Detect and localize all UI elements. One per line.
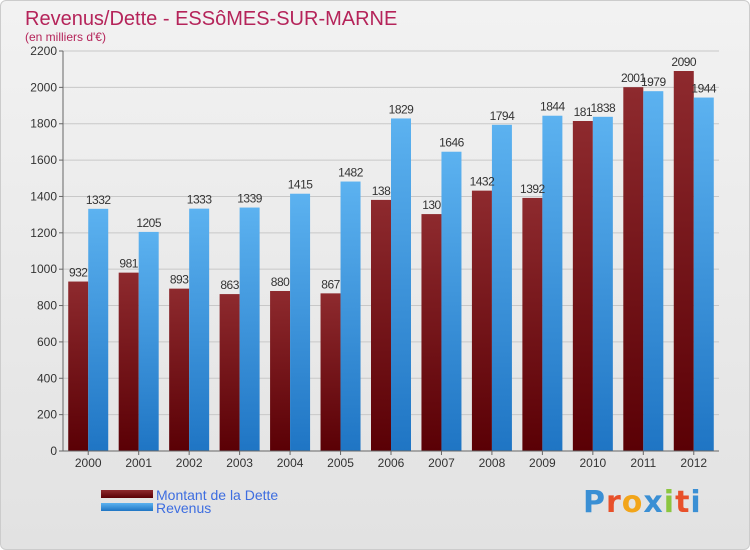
brand-letter: o xyxy=(621,485,644,520)
x-tick-label: 2003 xyxy=(226,456,253,470)
revenue-value-label: 1829 xyxy=(389,102,415,116)
debt-value-label: 981 xyxy=(119,257,138,271)
debt-value-label: 863 xyxy=(220,278,239,292)
x-tick-label: 2010 xyxy=(579,456,606,470)
x-tick-label: 2004 xyxy=(277,456,304,470)
revenue-value-label: 1979 xyxy=(641,75,667,89)
x-tick-label: 2011 xyxy=(630,456,656,470)
brand-letter: P xyxy=(583,485,606,520)
revenue-bar xyxy=(491,124,512,452)
legend-swatch xyxy=(101,490,153,498)
axes xyxy=(62,51,719,452)
chart-subtitle: (en milliers d'€) xyxy=(25,30,106,44)
chart-title: Revenus/Dette - ESSôMES-SUR-MARNE xyxy=(25,8,397,30)
y-tick-label: 800 xyxy=(37,299,57,313)
debt-value-label: 932 xyxy=(69,266,88,280)
revenue-bar xyxy=(88,208,109,451)
revenue-bar xyxy=(290,193,311,451)
debt-bar xyxy=(623,87,644,451)
y-tick-label: 1000 xyxy=(30,262,57,276)
legend-swatch xyxy=(101,503,153,511)
y-tick-label: 2000 xyxy=(30,80,57,94)
debt-bar xyxy=(169,288,190,451)
brand-letter: t xyxy=(675,485,691,520)
debt-value-label: 181 xyxy=(574,105,593,119)
revenue-bar xyxy=(189,208,210,451)
revenue-value-label: 1646 xyxy=(439,136,465,150)
x-tick-label: 2005 xyxy=(327,456,354,470)
y-tick-label: 1200 xyxy=(30,226,57,240)
revenue-bar xyxy=(592,116,613,452)
x-tick-label: 2000 xyxy=(75,456,102,470)
revenue-bar xyxy=(340,181,361,451)
revenue-value-label: 1339 xyxy=(237,192,263,206)
revenue-value-label: 1415 xyxy=(288,178,314,192)
x-tick-label: 2001 xyxy=(125,456,152,470)
legend-label: Montant de la Dette xyxy=(156,487,278,503)
revenue-value-label: 1482 xyxy=(338,166,364,180)
debt-value-label: 138 xyxy=(372,184,391,198)
revenue-bar xyxy=(693,97,714,451)
x-tick-label: 2006 xyxy=(378,456,405,470)
debt-value-label: 893 xyxy=(170,273,189,287)
y-tick-label: 1600 xyxy=(30,153,57,167)
revenue-bar xyxy=(441,151,462,451)
x-tick-label: 2007 xyxy=(428,456,455,470)
y-tick-label: 2200 xyxy=(30,44,57,58)
debt-bar xyxy=(421,214,442,451)
debt-bar xyxy=(471,190,492,452)
debt-bar xyxy=(673,71,694,451)
proxiti-logo: Proxiti xyxy=(583,485,702,520)
debt-bar xyxy=(68,281,89,451)
revenue-value-label: 1205 xyxy=(136,216,162,230)
data-labels: 932 1332 981 1205 893 1333 863 1339 880 1415 867 14… xyxy=(69,55,717,292)
revenue-bar xyxy=(643,91,664,451)
revenue-bar xyxy=(239,207,260,451)
x-tick-label: 2012 xyxy=(680,456,707,470)
brand-letter: i xyxy=(663,485,676,520)
revenue-value-label: 1838 xyxy=(590,101,616,115)
y-tick-label: 0 xyxy=(50,444,57,458)
legend-label: Revenus xyxy=(156,500,211,516)
debt-bar xyxy=(118,272,139,451)
debt-bar xyxy=(270,291,291,451)
debt-value-label: 2090 xyxy=(671,55,697,69)
debt-value-label: 880 xyxy=(271,275,290,289)
revenue-value-label: 1332 xyxy=(86,193,112,207)
revenue-value-label: 1794 xyxy=(490,109,516,123)
debt-bar xyxy=(371,199,391,451)
y-tick-label: 1400 xyxy=(30,189,57,203)
x-axis-ticks: 2000 2001 2002 2003 2004 2005 2006 2007 2008 2009… xyxy=(75,451,707,470)
brand-letter: r xyxy=(606,485,622,520)
revenue-bar xyxy=(542,115,563,452)
debt-value-label: 2001 xyxy=(621,71,647,85)
revenue-value-label: 1944 xyxy=(691,82,717,96)
debt-bar xyxy=(320,293,341,451)
debt-bar xyxy=(219,294,240,451)
debt-bar xyxy=(522,197,543,451)
y-tick-label: 200 xyxy=(37,408,57,422)
debt-value-label: 1432 xyxy=(470,175,496,189)
y-tick-label: 1800 xyxy=(30,117,57,131)
y-tick-label: 400 xyxy=(37,371,57,385)
revenue-value-label: 1333 xyxy=(187,193,213,207)
y-axis-ticks: 0 200 400 600 800 1000 1200 1400 1600 1800 2000 220… xyxy=(30,44,63,458)
revenue-value-label: 1844 xyxy=(540,100,566,114)
y-tick-label: 600 xyxy=(37,335,57,349)
x-tick-label: 2008 xyxy=(479,456,506,470)
debt-value-label: 130 xyxy=(422,198,441,212)
bars xyxy=(68,71,714,452)
x-tick-label: 2002 xyxy=(176,456,203,470)
x-tick-label: 2009 xyxy=(529,456,556,470)
debt-bar xyxy=(572,121,593,451)
brand-letter: i xyxy=(690,485,702,520)
debt-value-label: 867 xyxy=(321,277,340,291)
brand-letter: x xyxy=(643,485,664,520)
revenue-bar xyxy=(391,118,411,452)
debt-value-label: 1392 xyxy=(520,182,546,196)
revenue-bar xyxy=(138,231,159,451)
